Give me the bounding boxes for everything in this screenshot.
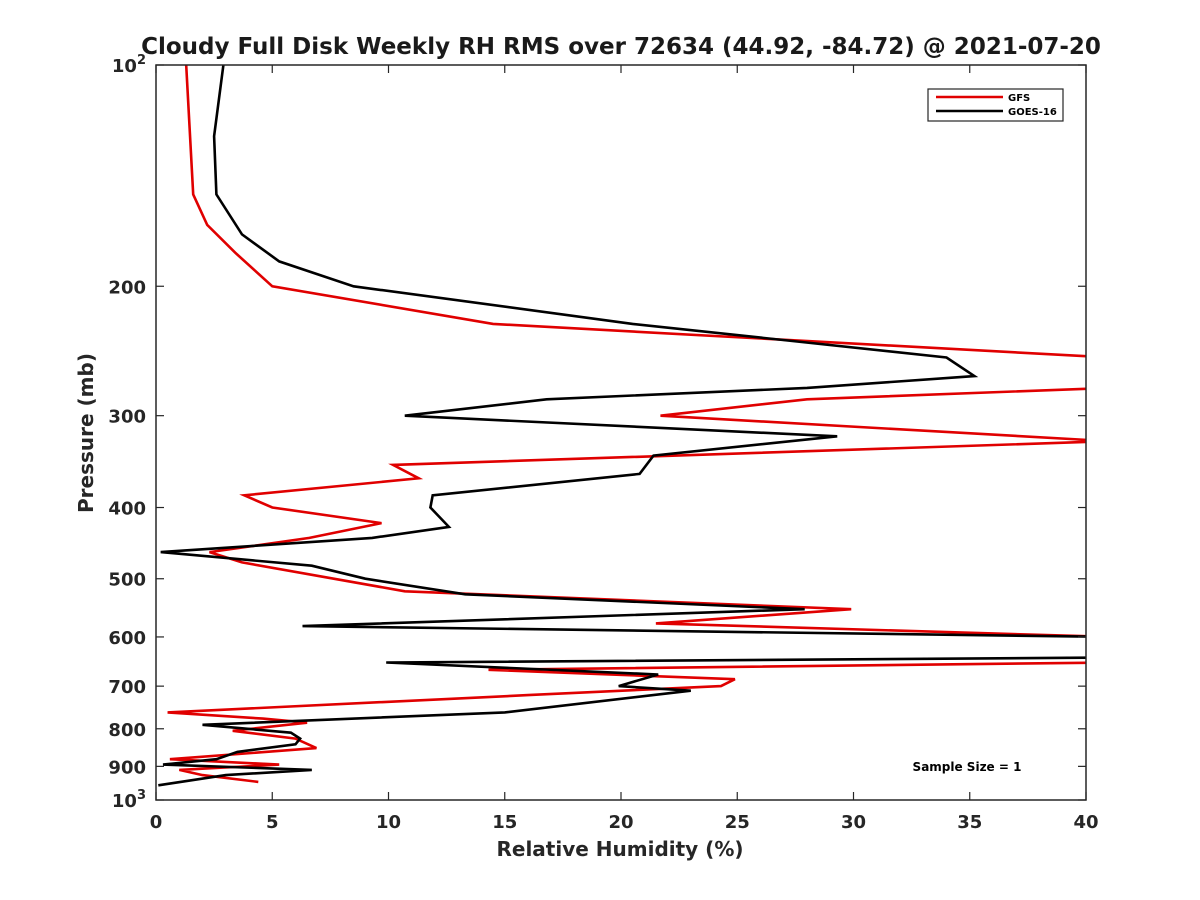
- x-tick-label: 10: [376, 812, 401, 833]
- y-axis-ticks: 102 200 300 400 500 600 700 800 900 103: [108, 53, 1086, 812]
- legend: GFS GOES-16: [927, 88, 1064, 122]
- legend-label-gfs: GFS: [1008, 93, 1030, 104]
- x-tick-label: 35: [957, 812, 982, 833]
- x-tick-label: 5: [266, 812, 279, 833]
- y-tick-label: 400: [108, 499, 146, 520]
- y-tick-label: 600: [108, 628, 146, 649]
- y-axis-label: Pressure (mb): [74, 353, 98, 513]
- x-tick-label: 20: [608, 812, 633, 833]
- chart-title: Cloudy Full Disk Weekly RH RMS over 7263…: [141, 34, 1101, 60]
- sample-size-annotation: Sample Size = 1: [913, 760, 1022, 774]
- series-layer: [158, 65, 1086, 787]
- y-tick-label: 500: [108, 570, 146, 591]
- x-axis-ticks: 0 5 10 15 20 25 30 35 40: [150, 65, 1099, 833]
- x-tick-label: 15: [492, 812, 517, 833]
- y-tick-label: 102: [112, 53, 146, 77]
- y-tick-label: 900: [108, 757, 146, 778]
- y-tick-label: 700: [108, 677, 146, 698]
- legend-label-goes16: GOES-16: [1008, 107, 1057, 118]
- y-tick-label: 300: [108, 407, 146, 428]
- x-axis-label: Relative Humidity (%): [496, 837, 743, 861]
- x-tick-label: 25: [725, 812, 750, 833]
- y-tick-label: 200: [108, 277, 146, 298]
- y-tick-label: 800: [108, 720, 146, 741]
- legend-box: [927, 88, 1064, 122]
- y-tick-label: 103: [112, 788, 146, 812]
- series-line-goes16: [158, 65, 1086, 787]
- x-tick-label: 30: [841, 812, 866, 833]
- x-tick-label: 40: [1073, 812, 1098, 833]
- series-line-gfs: [167, 65, 1086, 784]
- x-tick-label: 0: [150, 812, 163, 833]
